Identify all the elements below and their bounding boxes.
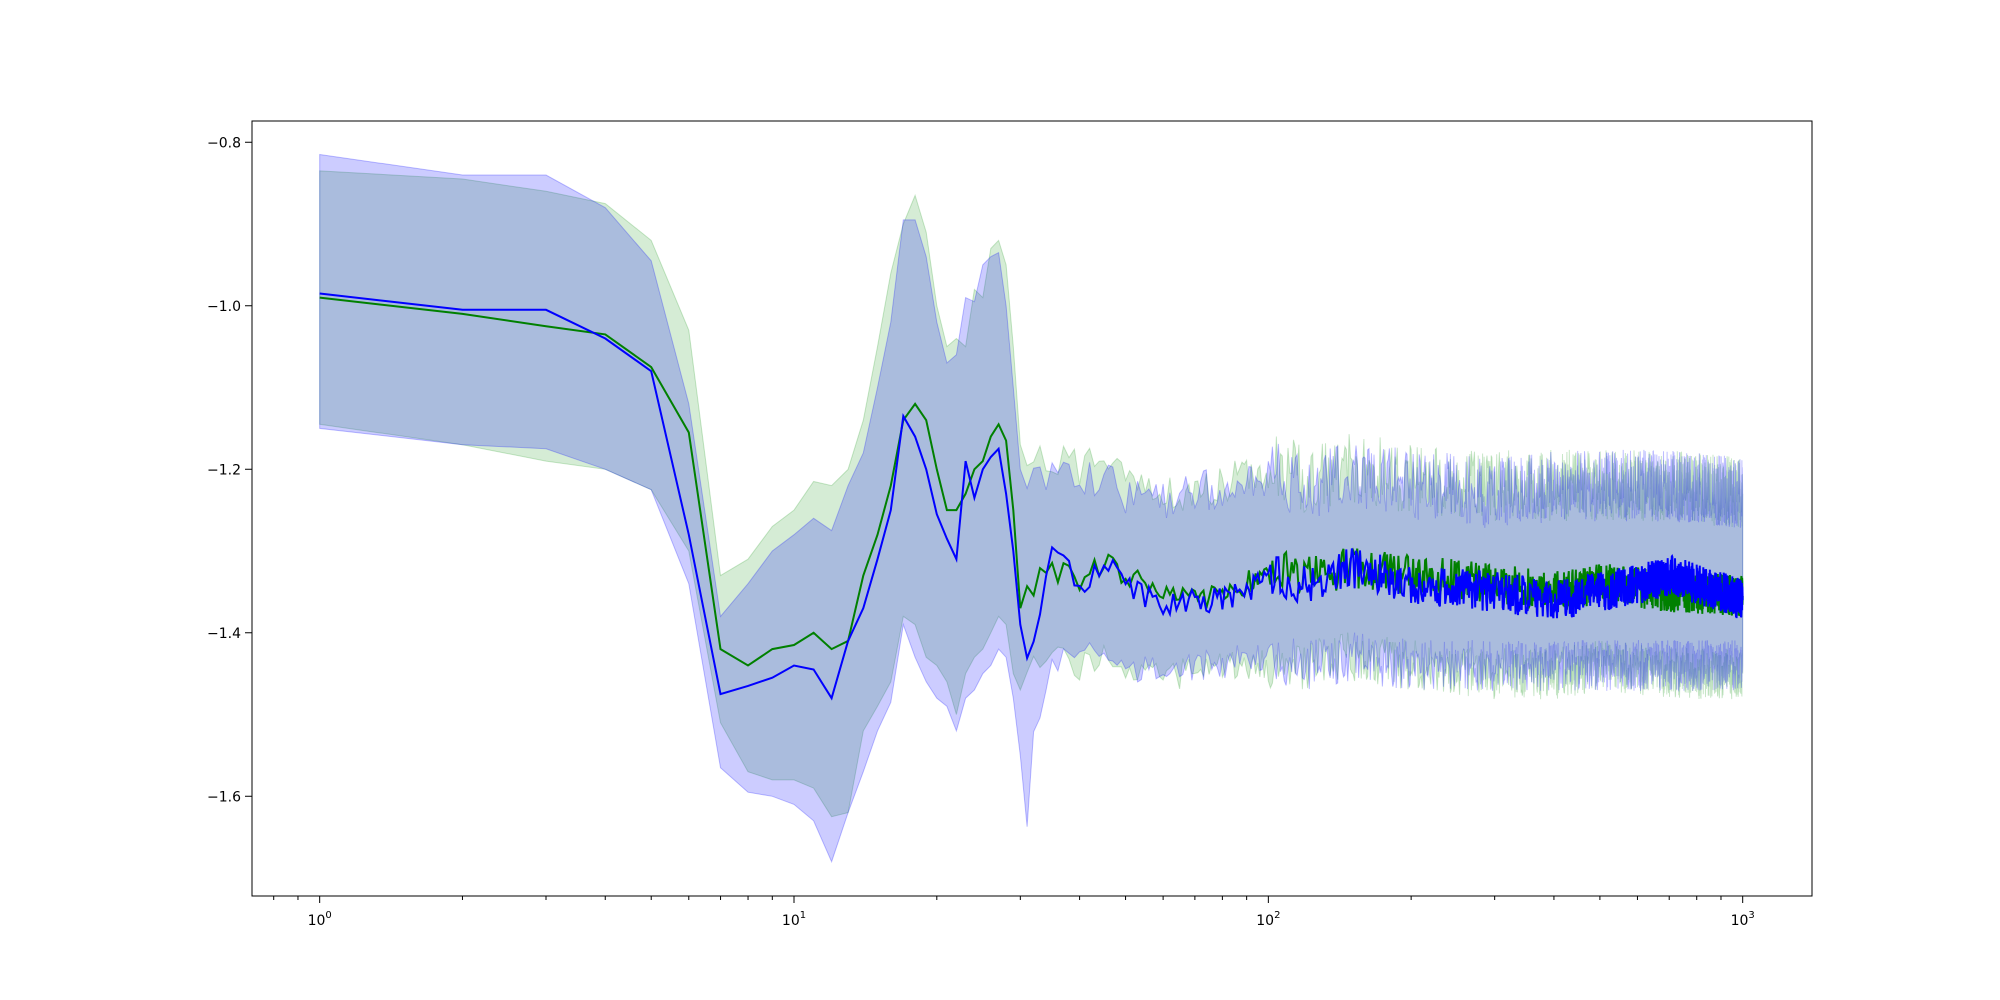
- y-tick-label: −1.4: [207, 626, 241, 642]
- y-axis: −0.8 −1.0 −1.2 −1.4 −1.6: [207, 135, 252, 805]
- x-tick-base: 10: [1256, 913, 1274, 929]
- y-tick-label: −1.6: [207, 789, 241, 805]
- x-tick-exponent: 2: [1274, 910, 1280, 921]
- x-axis: 100 101 102 103: [273, 896, 1755, 929]
- y-tick-label: −1.0: [207, 299, 241, 315]
- y-tick-label: −0.8: [207, 135, 241, 151]
- plot-frame: [251, 120, 1813, 897]
- x-tick-exponent: 0: [325, 910, 331, 921]
- x-tick-base: 10: [1731, 913, 1749, 929]
- x-tick-label: 102: [1256, 910, 1280, 929]
- x-tick-exponent: 3: [1748, 910, 1754, 921]
- x-tick-base: 10: [308, 913, 326, 929]
- confidence-band-0: [319, 170, 1744, 818]
- series-lines: [319, 292, 1744, 701]
- x-tick-label: 103: [1731, 910, 1755, 929]
- x-tick-label: 101: [782, 910, 806, 929]
- x-tick-base: 10: [782, 913, 800, 929]
- y-tick-label: −1.2: [207, 462, 241, 478]
- series-line-1: [319, 292, 1744, 701]
- x-tick-label: 100: [308, 910, 332, 929]
- confidence-band-1: [319, 153, 1744, 864]
- x-tick-exponent: 1: [800, 910, 806, 921]
- confidence-bands: [319, 153, 1744, 864]
